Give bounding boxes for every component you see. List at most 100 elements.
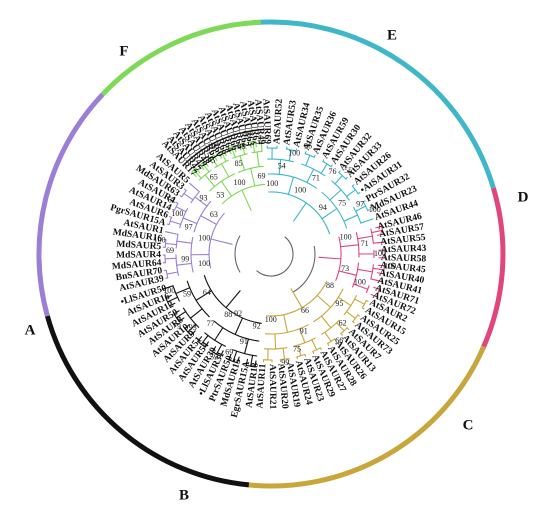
internal-arc — [181, 189, 187, 198]
internal-branch — [193, 169, 202, 179]
internal-arc — [343, 295, 357, 316]
internal-arc — [264, 324, 309, 335]
clade-c — [244, 280, 487, 489]
bootstrap-value: 100 — [171, 209, 183, 218]
internal-branch — [357, 235, 373, 240]
clade-b — [44, 275, 262, 488]
bootstrap-value: 63 — [210, 210, 218, 219]
clade-letter-c: C — [463, 417, 474, 433]
leaf-branch — [249, 141, 252, 149]
internal-branch — [210, 156, 218, 167]
bootstrap-value: 69 — [258, 172, 266, 181]
bootstrap-value: 100 — [265, 315, 277, 324]
internal-branch — [360, 218, 372, 224]
internal-branch — [220, 180, 233, 197]
internal-arc — [293, 337, 316, 347]
bootstrap-value: 100 — [198, 259, 210, 268]
internal-arc — [214, 159, 229, 169]
internal-arc — [322, 160, 332, 168]
bootstrap-value: 97 — [185, 222, 193, 231]
clade-ring-e — [252, 19, 496, 189]
internal-branch — [175, 206, 187, 213]
bootstrap-value: 88 — [224, 310, 232, 319]
internal-arc — [352, 314, 359, 323]
bootstrap-value: 66 — [301, 306, 309, 315]
leaf-branch — [255, 140, 257, 148]
internal-branch — [164, 242, 178, 246]
bootstrap-value: 100 — [154, 236, 166, 245]
clade-trunk — [290, 288, 303, 309]
leaf-branch — [218, 152, 223, 159]
internal-arc — [208, 212, 225, 269]
leaf-branch — [238, 143, 242, 151]
internal-branch — [189, 308, 203, 319]
internal-branch — [287, 176, 294, 196]
bootstrap-value: 96 — [304, 141, 312, 150]
internal-branch — [175, 311, 187, 319]
leaf-branch — [169, 302, 176, 307]
leaf-branch — [211, 346, 217, 353]
internal-arc — [213, 320, 260, 342]
internal-arc — [190, 236, 194, 273]
bootstrap-value: 71 — [361, 239, 369, 248]
leaf-branch — [204, 341, 209, 348]
bootstrap-value: 55 — [344, 166, 352, 175]
internal-arc — [313, 288, 344, 323]
internal-arc — [321, 191, 348, 229]
bootstrap-value: 100 — [374, 249, 386, 258]
leaf-branch — [313, 154, 316, 158]
leaf-branch — [233, 145, 237, 153]
clade-d — [318, 187, 506, 352]
clade-trunk — [293, 202, 307, 222]
internal-branch — [329, 189, 342, 201]
internal-arc — [232, 349, 258, 357]
bootstrap-value: 100 — [369, 205, 381, 214]
internal-branch — [252, 140, 256, 153]
internal-branch — [324, 331, 332, 342]
leaf-label: AtSAUR21 — [267, 364, 277, 410]
internal-branch — [176, 240, 193, 244]
leaf-branch — [245, 358, 249, 366]
bootstrap-value: 100 — [234, 178, 246, 187]
internal-arc — [267, 158, 294, 163]
bootstrap-value: 99 — [181, 254, 189, 263]
internal-branch — [200, 215, 218, 225]
bootstrap-value: 53 — [216, 190, 224, 199]
internal-arc — [203, 275, 262, 324]
internal-arc — [327, 338, 336, 345]
leaf-branch — [330, 164, 333, 168]
internal-arc — [268, 191, 331, 235]
bootstrap-value: 88 — [326, 281, 334, 290]
internal-arc — [204, 332, 226, 347]
internal-branch — [250, 167, 256, 187]
leaf-branch — [178, 317, 185, 323]
internal-branch — [316, 294, 332, 308]
internal-arc — [179, 208, 189, 229]
leaf-branch — [370, 218, 374, 221]
bootstrap-value: 93 — [200, 194, 208, 203]
leaf-branch — [367, 209, 371, 212]
internal-branch — [230, 146, 236, 158]
internal-arc — [266, 280, 328, 317]
bootstrap-value: 59 — [210, 353, 218, 362]
clade-trunk — [318, 256, 342, 260]
internal-arc — [198, 169, 212, 181]
leaf-branch — [260, 139, 263, 147]
internal-branch — [343, 214, 359, 222]
internal-arc — [175, 254, 179, 276]
internal-branch — [215, 343, 223, 355]
leaf-label: AtSAUR49 — [252, 99, 266, 145]
leaf-branch — [333, 338, 337, 342]
internal-arc — [301, 163, 326, 177]
bootstrap-value: 100 — [354, 278, 366, 287]
bootstrap-value: 75 — [293, 345, 301, 354]
bootstrap-value: 59 — [243, 129, 251, 138]
leaf-branch — [228, 353, 232, 361]
leaf-branch — [172, 208, 176, 211]
leaf-branch — [166, 223, 170, 226]
bootstrap-value: 100 — [163, 286, 175, 295]
internal-arc — [355, 232, 360, 258]
bootstrap-value: 54 — [278, 162, 286, 171]
root-branch — [234, 235, 241, 273]
internal-branch — [320, 315, 332, 329]
